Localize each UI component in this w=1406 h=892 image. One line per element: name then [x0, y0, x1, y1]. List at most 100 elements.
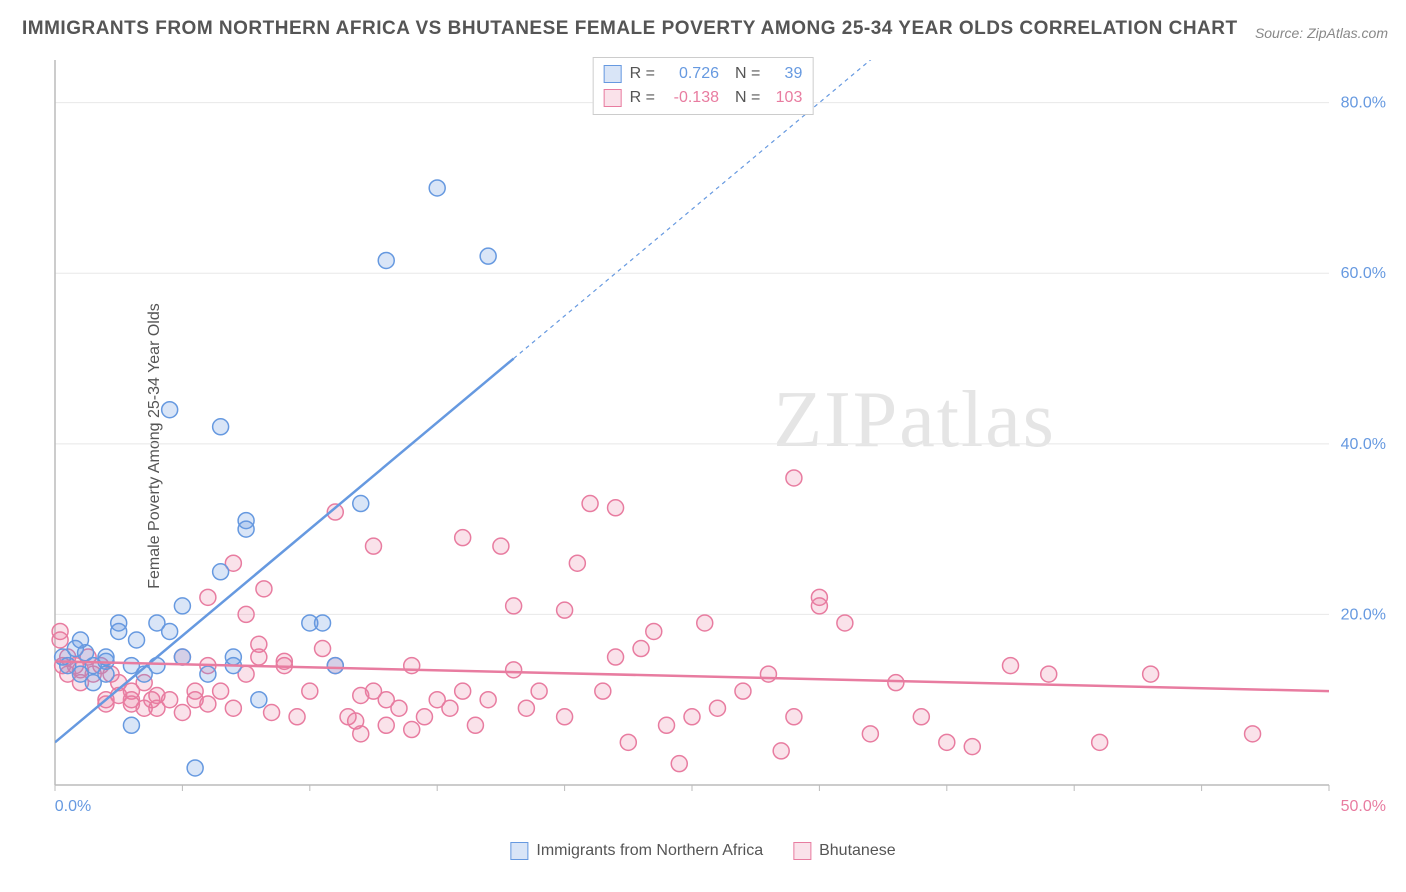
- data-point: [582, 496, 598, 512]
- data-point: [200, 696, 216, 712]
- legend-swatch: [510, 842, 528, 860]
- data-point: [404, 722, 420, 738]
- legend-r-value: 0.726: [663, 62, 719, 86]
- data-point: [225, 700, 241, 716]
- data-point: [557, 709, 573, 725]
- data-point: [1245, 726, 1261, 742]
- data-point: [251, 636, 267, 652]
- data-point: [595, 683, 611, 699]
- data-point: [187, 683, 203, 699]
- legend-n-value: 39: [768, 62, 802, 86]
- data-point: [455, 530, 471, 546]
- data-point: [129, 632, 145, 648]
- data-point: [480, 692, 496, 708]
- data-point: [506, 598, 522, 614]
- data-point: [366, 538, 382, 554]
- legend-r-label: R =: [630, 62, 655, 86]
- data-point: [620, 734, 636, 750]
- data-point: [429, 180, 445, 196]
- data-point: [518, 700, 534, 716]
- series-legend: Immigrants from Northern Africa Bhutanese: [510, 842, 895, 860]
- data-point: [608, 649, 624, 665]
- data-point: [327, 658, 343, 674]
- data-point: [646, 623, 662, 639]
- svg-text:0.0%: 0.0%: [55, 798, 91, 815]
- svg-text:40.0%: 40.0%: [1341, 436, 1386, 453]
- data-point: [213, 683, 229, 699]
- data-point: [378, 717, 394, 733]
- data-point: [162, 692, 178, 708]
- data-point: [238, 606, 254, 622]
- legend-label: Immigrants from Northern Africa: [536, 842, 763, 860]
- data-point: [213, 564, 229, 580]
- data-point: [1041, 666, 1057, 682]
- data-point: [213, 419, 229, 435]
- svg-text:50.0%: 50.0%: [1341, 798, 1386, 815]
- legend-item: Bhutanese: [793, 842, 896, 860]
- svg-text:80.0%: 80.0%: [1341, 95, 1386, 112]
- data-point: [256, 581, 272, 597]
- legend-n-value: 103: [768, 86, 802, 110]
- data-point: [735, 683, 751, 699]
- data-point: [608, 500, 624, 516]
- data-point: [315, 641, 331, 657]
- data-point: [378, 252, 394, 268]
- data-point: [187, 760, 203, 776]
- data-point: [811, 589, 827, 605]
- data-point: [111, 615, 127, 631]
- data-point: [52, 623, 68, 639]
- legend-label: Bhutanese: [819, 842, 896, 860]
- legend-row: R = 0.726 N = 39: [604, 62, 803, 86]
- data-point: [786, 470, 802, 486]
- data-point: [709, 700, 725, 716]
- chart-container: IMMIGRANTS FROM NORTHERN AFRICA VS BHUTA…: [0, 0, 1406, 892]
- data-point: [264, 705, 280, 721]
- data-point: [557, 602, 573, 618]
- trend-line: [55, 359, 514, 743]
- data-point: [455, 683, 471, 699]
- legend-item: Immigrants from Northern Africa: [510, 842, 763, 860]
- data-point: [1003, 658, 1019, 674]
- data-point: [697, 615, 713, 631]
- data-point: [123, 717, 139, 733]
- data-point: [174, 649, 190, 665]
- data-point: [174, 705, 190, 721]
- data-point: [162, 402, 178, 418]
- data-point: [659, 717, 675, 733]
- legend-r-value: -0.138: [663, 86, 719, 110]
- data-point: [200, 666, 216, 682]
- data-point: [251, 692, 267, 708]
- data-point: [391, 700, 407, 716]
- data-point: [315, 615, 331, 631]
- legend-r-label: R =: [630, 86, 655, 110]
- legend-n-label: N =: [735, 62, 760, 86]
- data-point: [684, 709, 700, 725]
- data-point: [162, 623, 178, 639]
- data-point: [302, 683, 318, 699]
- scatter-chart: 20.0% 40.0% 60.0% 80.0% 0.0% 50.0%: [50, 55, 1394, 815]
- data-point: [149, 658, 165, 674]
- data-point: [862, 726, 878, 742]
- legend-swatch: [793, 842, 811, 860]
- data-point: [671, 756, 687, 772]
- data-point: [633, 641, 649, 657]
- data-point: [531, 683, 547, 699]
- data-point: [1143, 666, 1159, 682]
- svg-text:60.0%: 60.0%: [1341, 265, 1386, 282]
- data-point: [506, 662, 522, 678]
- correlation-legend: R = 0.726 N = 39 R = -0.138 N = 103: [593, 57, 814, 115]
- data-point: [760, 666, 776, 682]
- data-point: [913, 709, 929, 725]
- data-point: [480, 248, 496, 264]
- data-point: [773, 743, 789, 759]
- data-point: [493, 538, 509, 554]
- data-point: [442, 700, 458, 716]
- data-point: [964, 739, 980, 755]
- legend-swatch: [604, 65, 622, 83]
- legend-n-label: N =: [735, 86, 760, 110]
- svg-text:20.0%: 20.0%: [1341, 606, 1386, 623]
- data-point: [786, 709, 802, 725]
- source-attribution: Source: ZipAtlas.com: [1255, 25, 1388, 41]
- legend-row: R = -0.138 N = 103: [604, 86, 803, 110]
- data-point: [353, 496, 369, 512]
